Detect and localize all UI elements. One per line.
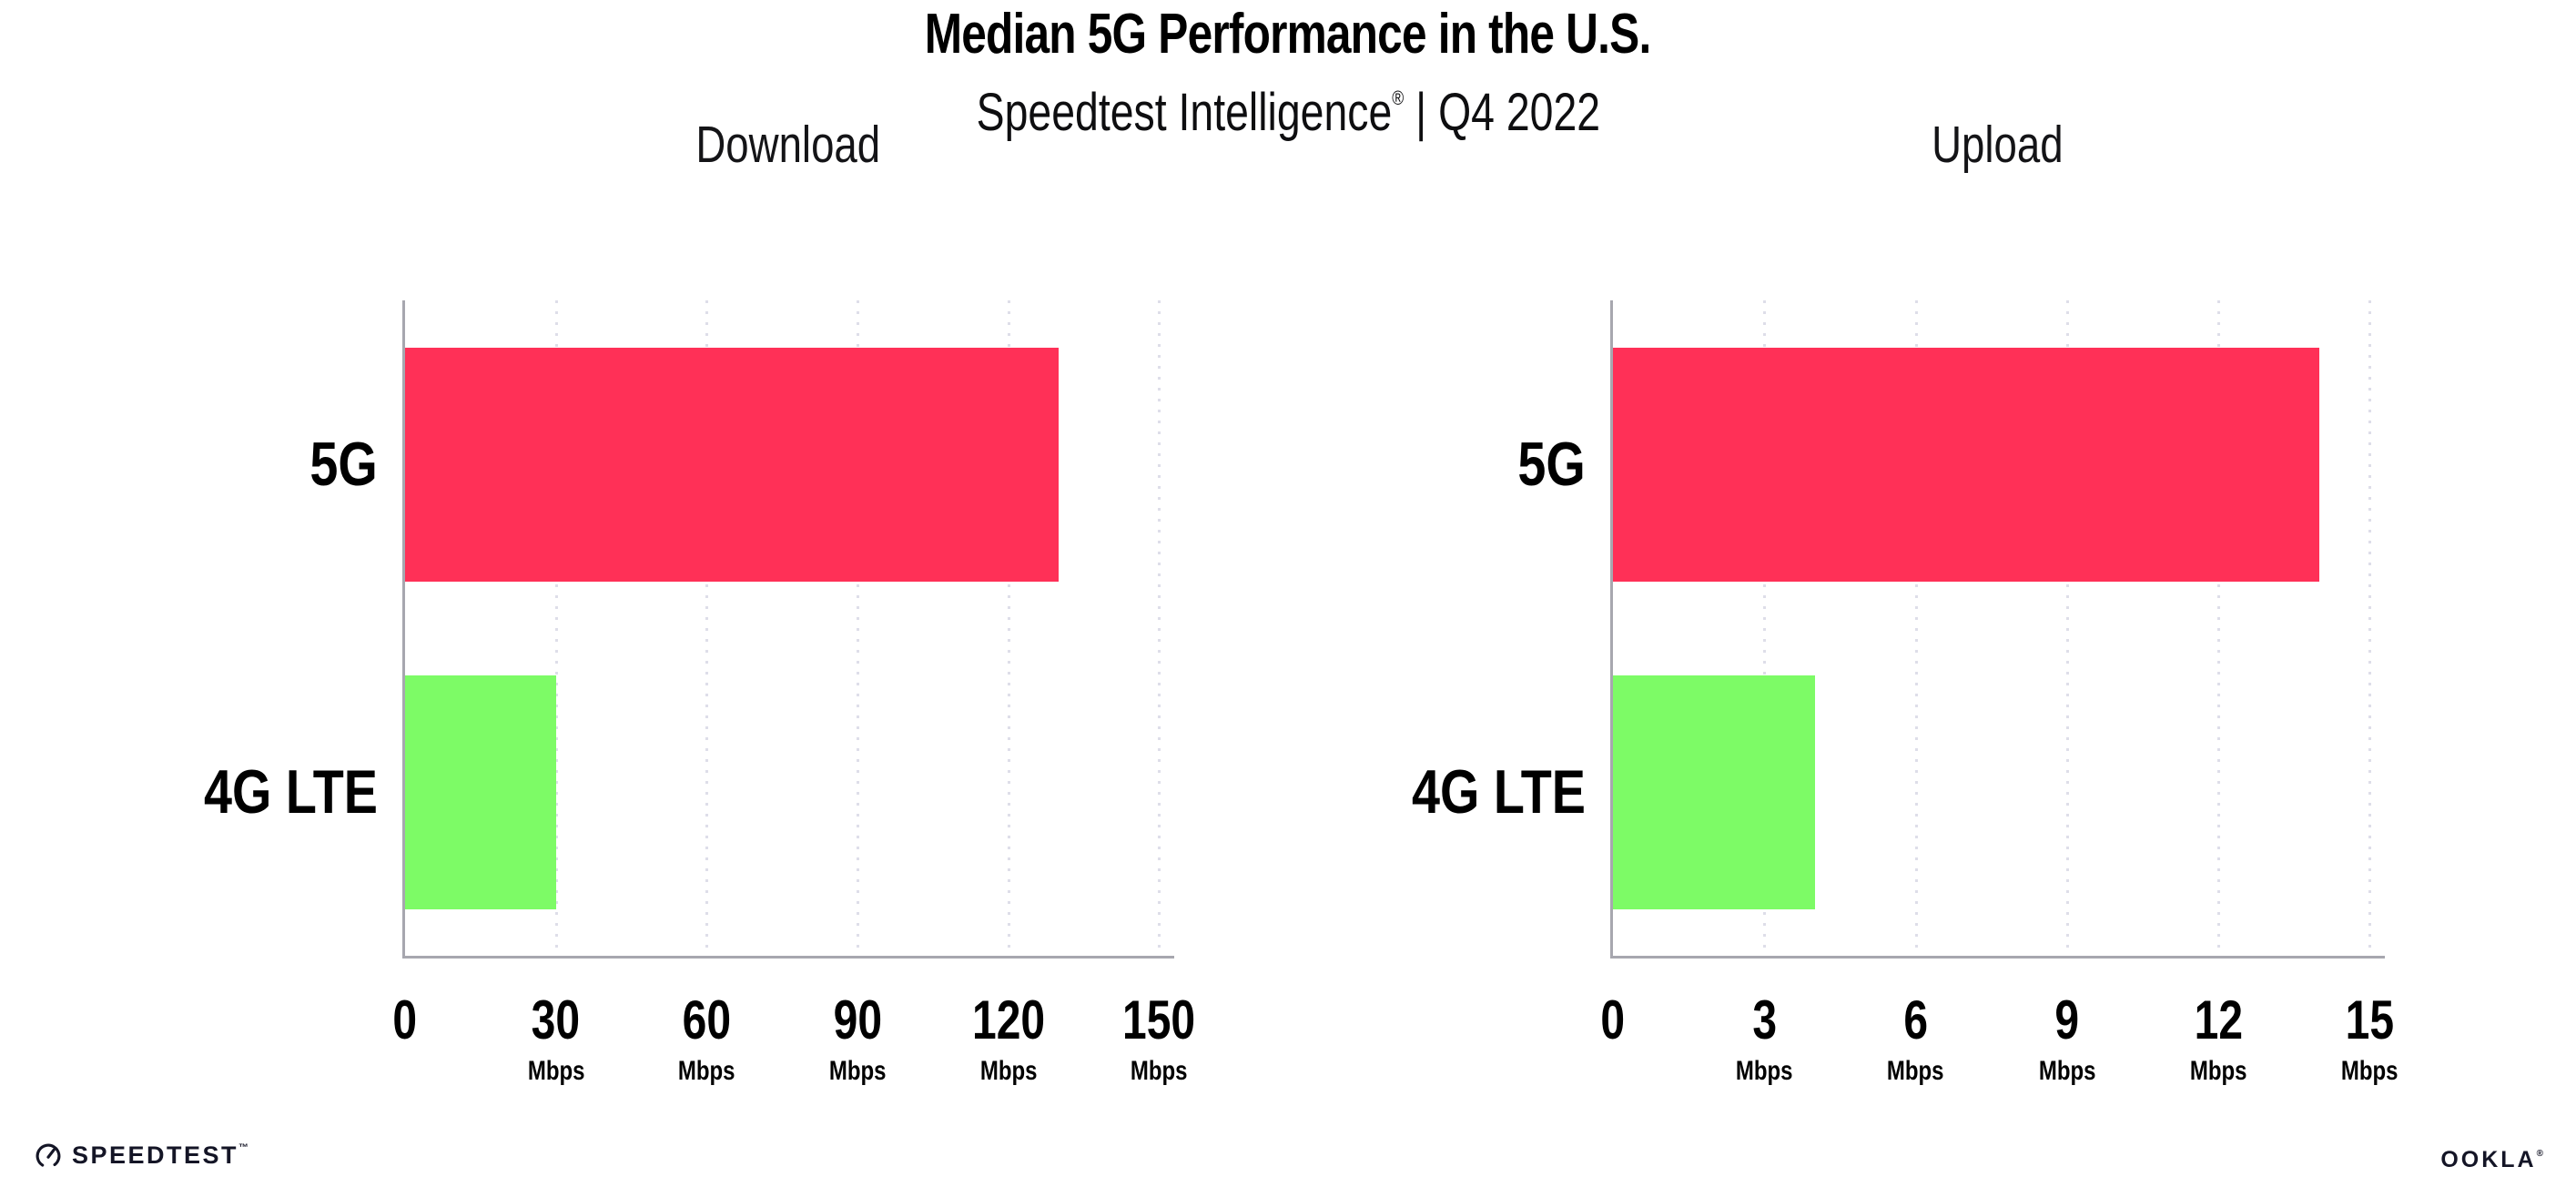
tick-label-text: 120 <box>971 989 1045 1050</box>
gridline-150 <box>1158 300 1161 956</box>
gridline-120 <box>1007 300 1010 956</box>
report-period: Q4 2022 <box>1437 83 1600 142</box>
gridline-3 <box>1763 300 1767 956</box>
download-chart-title-text: Download <box>695 116 881 174</box>
category-label-text: 4G LTE <box>203 757 378 827</box>
bar-5g <box>1613 347 2319 582</box>
tick-unit-text: Mbps <box>2038 1056 2096 1086</box>
category-label-4g-lte: 4G LTE <box>1249 746 1586 837</box>
tick-unit-text: Mbps <box>1735 1056 1793 1086</box>
tick-unit-12: Mbps <box>2136 1056 2300 1087</box>
ookla-wordmark: OOKLA <box>2440 1147 2537 1172</box>
category-label-4g-lte: 4G LTE <box>41 746 378 837</box>
tick-label-30: 30 <box>474 989 638 1051</box>
page-subtitle: Speedtest Intelligence® | Q4 2022 <box>0 71 2576 140</box>
gridline-60 <box>705 300 709 956</box>
tick-label-9: 9 <box>1985 989 2149 1051</box>
subtitle-separator: | <box>1403 83 1438 142</box>
tick-label-3: 3 <box>1682 989 1846 1051</box>
tick-label-text: 3 <box>1751 989 1777 1050</box>
tick-unit-text: Mbps <box>2341 1056 2399 1086</box>
gridline-90 <box>857 300 860 956</box>
tick-unit-120: Mbps <box>927 1056 1090 1087</box>
tick-unit-text: Mbps <box>1131 1056 1188 1086</box>
tick-label-text: 0 <box>392 989 418 1050</box>
tick-label-text: 6 <box>1903 989 1928 1050</box>
tick-unit-text: Mbps <box>678 1056 735 1086</box>
tick-unit-6: Mbps <box>1834 1056 1998 1087</box>
tick-label-text: 90 <box>833 989 882 1050</box>
tick-label-15: 15 <box>2287 989 2451 1051</box>
tick-label-120: 120 <box>927 989 1090 1051</box>
category-label-text: 4G LTE <box>1411 757 1586 827</box>
tick-label-6: 6 <box>1834 989 1998 1051</box>
tick-label-text: 15 <box>2345 989 2395 1050</box>
tick-label-text: 60 <box>682 989 732 1050</box>
page-title: Median 5G Performance in the U.S. <box>0 5 2576 64</box>
bar-5g <box>405 347 1059 582</box>
upload-chart-title: Upload <box>1610 115 2385 175</box>
gridline-9 <box>2065 300 2069 956</box>
speedtest-logo: SPEEDTEST™ <box>35 1141 248 1170</box>
category-label-text: 5G <box>309 430 378 499</box>
bar-4g-lte <box>1613 675 1815 909</box>
tick-label-text: 12 <box>2194 989 2243 1050</box>
tick-label-text: 30 <box>531 989 581 1050</box>
upload-plot-area: 5G 4G LTE 0 3 Mbps 6 Mbps 9 Mbps 12 Mbps 15 Mbps <box>1412 300 2399 1086</box>
upload-chart-title-text: Upload <box>1932 116 2064 174</box>
tick-unit-150: Mbps <box>1077 1056 1241 1087</box>
tick-unit-text: Mbps <box>527 1056 584 1086</box>
speedtest-wordmark: SPEEDTEST™ <box>72 1141 248 1170</box>
tick-label-0: 0 <box>1531 989 1695 1051</box>
gridline-12 <box>2217 300 2221 956</box>
tick-unit-90: Mbps <box>776 1056 939 1087</box>
download-chart-title: Download <box>402 115 1174 175</box>
category-label-text: 5G <box>1517 430 1586 499</box>
registered-mark: ® <box>1391 86 1404 109</box>
tick-unit-15: Mbps <box>2287 1056 2451 1087</box>
speedtest-wordmark-text: SPEEDTEST <box>72 1141 239 1169</box>
tick-unit-text: Mbps <box>2189 1056 2247 1086</box>
speedtest-gauge-icon <box>35 1142 62 1170</box>
tick-unit-9: Mbps <box>1985 1056 2149 1087</box>
tick-unit-30: Mbps <box>474 1056 638 1087</box>
category-label-5g: 5G <box>41 419 378 510</box>
tick-unit-text: Mbps <box>1887 1056 1944 1086</box>
tick-unit-text: Mbps <box>979 1056 1038 1086</box>
ookla-registered-mark: ® <box>2536 1149 2543 1159</box>
gridline-6 <box>1914 300 1918 956</box>
download-plot-area: 5G 4G LTE 0 30 Mbps 60 Mbps 90 Mbps 120 Mbps 150 Mbp… <box>204 300 1195 1086</box>
trademark-mark: ™ <box>238 1142 249 1153</box>
tick-label-150: 150 <box>1077 989 1241 1051</box>
tick-label-12: 12 <box>2136 989 2300 1051</box>
bar-4g-lte <box>405 675 556 909</box>
tick-label-text: 0 <box>1600 989 1626 1050</box>
gridline-30 <box>554 300 558 956</box>
tick-unit-60: Mbps <box>624 1056 788 1087</box>
tick-label-text: 150 <box>1122 989 1196 1050</box>
tick-unit-3: Mbps <box>1682 1056 1846 1087</box>
tick-unit-text: Mbps <box>828 1056 887 1086</box>
page-subtitle-text: Speedtest Intelligence® | Q4 2022 <box>976 71 1599 140</box>
tick-label-text: 9 <box>2054 989 2080 1050</box>
page-title-text: Median 5G Performance in the U.S. <box>925 3 1652 66</box>
gridline-15 <box>2368 300 2372 956</box>
category-label-5g: 5G <box>1249 419 1586 510</box>
tick-label-90: 90 <box>776 989 939 1051</box>
tick-label-0: 0 <box>323 989 487 1051</box>
ookla-logo: OOKLA® <box>2440 1147 2543 1173</box>
tick-label-60: 60 <box>624 989 788 1051</box>
brand-name: Speedtest Intelligence <box>976 83 1392 142</box>
header: Median 5G Performance in the U.S. Speedt… <box>0 5 2576 140</box>
